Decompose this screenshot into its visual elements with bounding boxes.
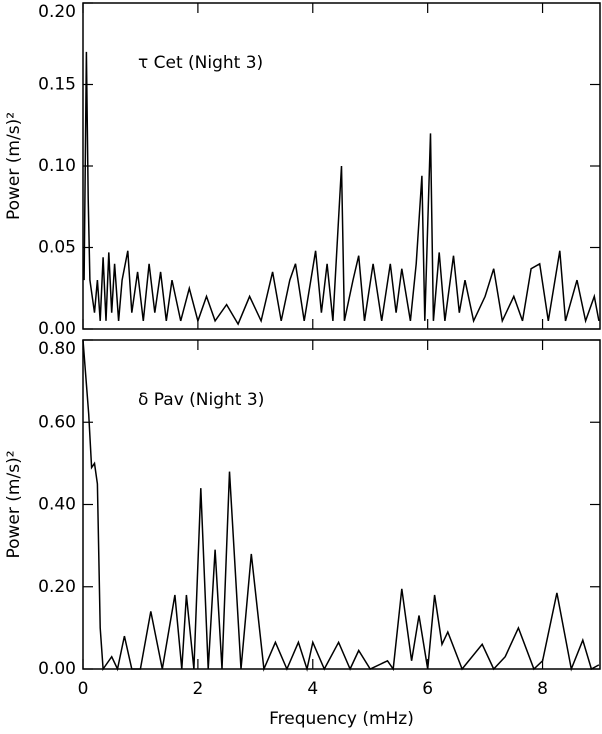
- spectrum-line: [82, 339, 600, 672]
- y-axis-label: Power (m/s)²: [4, 112, 24, 220]
- y-tick-label: 0.60: [38, 412, 76, 432]
- x-axis-label: Frequency (mHz): [269, 709, 414, 729]
- y-tick-label: 0.20: [38, 577, 76, 597]
- y-tick-label: 0.40: [38, 495, 76, 515]
- y-tick-label: 0.15: [38, 75, 76, 95]
- x-tick-label: 6: [422, 679, 433, 699]
- annotation: δ Pav (Night 3): [138, 390, 264, 410]
- x-tick-label: 8: [537, 679, 548, 699]
- y-tick-label: 0.20: [38, 2, 76, 22]
- y-tick-label: 0.00: [38, 319, 76, 339]
- y-tick-label: 0.10: [38, 156, 76, 176]
- y-tick-label: 0.00: [38, 659, 76, 679]
- spectrum-line: [83, 51, 600, 326]
- x-tick-label: 2: [192, 679, 203, 699]
- x-tick-label: 0: [78, 679, 89, 699]
- annotation: τ Cet (Night 3): [138, 53, 263, 73]
- y-axis-label: Power (m/s)²: [4, 450, 24, 558]
- x-tick-label: 4: [307, 679, 318, 699]
- y-tick-label: 0.80: [38, 339, 76, 359]
- y-tick-label: 0.05: [38, 238, 76, 258]
